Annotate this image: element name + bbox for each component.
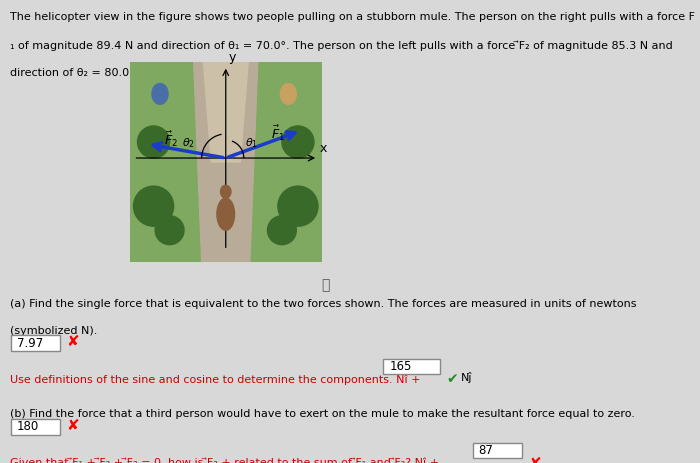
Circle shape bbox=[134, 186, 174, 226]
Text: ✘: ✘ bbox=[528, 456, 541, 463]
Text: $\vec{F}_1$: $\vec{F}_1$ bbox=[272, 123, 286, 143]
Polygon shape bbox=[194, 62, 258, 263]
Text: (b) Find the force that a third person would have to exert on the mule to make t: (b) Find the force that a third person w… bbox=[10, 409, 636, 419]
Text: $\theta_1$: $\theta_1$ bbox=[245, 136, 258, 150]
Text: Nĵ: Nĵ bbox=[461, 372, 472, 383]
Text: 87: 87 bbox=[479, 444, 493, 457]
Text: ✘: ✘ bbox=[66, 418, 79, 433]
Text: y: y bbox=[229, 51, 237, 64]
Ellipse shape bbox=[220, 185, 231, 198]
FancyBboxPatch shape bbox=[473, 443, 522, 458]
Text: The helicopter view in the figure shows two people pulling on a stubborn mule. T: The helicopter view in the figure shows … bbox=[10, 12, 696, 22]
Ellipse shape bbox=[152, 83, 168, 104]
Text: ✘: ✘ bbox=[66, 334, 79, 349]
Text: direction of θ₂ = 80.0°.: direction of θ₂ = 80.0°. bbox=[10, 68, 139, 78]
FancyBboxPatch shape bbox=[384, 359, 440, 374]
Text: (symbolized N).: (symbolized N). bbox=[10, 326, 98, 337]
Text: (a) Find the single force that is equivalent to the two forces shown. The forces: (a) Find the single force that is equiva… bbox=[10, 299, 637, 309]
Text: ₁ of magnitude 89.4 N and direction of θ₁ = 70.0°. The person on the left pulls : ₁ of magnitude 89.4 N and direction of θ… bbox=[10, 40, 673, 51]
FancyBboxPatch shape bbox=[11, 335, 60, 351]
Circle shape bbox=[137, 126, 169, 158]
Ellipse shape bbox=[217, 198, 234, 230]
Text: Given that ⃗F₁ + ⃗F₂ + ⃗F₃ = 0, how is ⃗F₃ + related to the sum of ⃗F₁ and ⃗F₂? : Given that ⃗F₁ + ⃗F₂ + ⃗F₃ = 0, how is ⃗… bbox=[10, 458, 443, 463]
Circle shape bbox=[282, 126, 314, 158]
Text: $\theta_2$: $\theta_2$ bbox=[182, 136, 195, 150]
Text: 165: 165 bbox=[390, 360, 412, 373]
Circle shape bbox=[278, 186, 318, 226]
Text: Use definitions of the sine and cosine to determine the components. Nî +: Use definitions of the sine and cosine t… bbox=[10, 374, 424, 385]
Polygon shape bbox=[203, 62, 248, 162]
Text: ⓘ: ⓘ bbox=[321, 278, 330, 292]
FancyBboxPatch shape bbox=[11, 419, 60, 435]
Ellipse shape bbox=[280, 83, 296, 104]
Circle shape bbox=[267, 216, 296, 244]
Text: x: x bbox=[320, 142, 327, 155]
Text: $\vec{F}_2$: $\vec{F}_2$ bbox=[164, 130, 178, 150]
Text: 7.97: 7.97 bbox=[17, 337, 43, 350]
Text: 180: 180 bbox=[17, 420, 38, 433]
Text: ✔: ✔ bbox=[446, 372, 458, 386]
Circle shape bbox=[155, 216, 184, 244]
